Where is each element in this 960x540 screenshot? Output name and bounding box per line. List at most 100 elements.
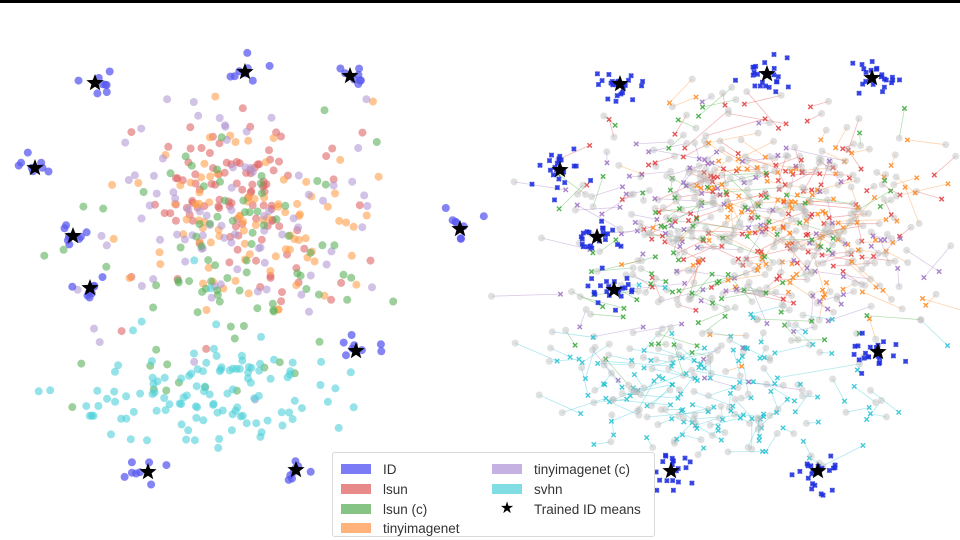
- data-point: [257, 428, 266, 437]
- data-point: [247, 240, 256, 248]
- data-point: [223, 274, 232, 282]
- data-point: [320, 106, 329, 115]
- data-point: [160, 373, 169, 382]
- legend-item-svhn: svhn: [492, 479, 563, 499]
- data-point: [337, 278, 346, 287]
- star-icon: [236, 63, 254, 80]
- id-point: [147, 480, 156, 489]
- data-point: [331, 189, 339, 198]
- data-point: [192, 382, 201, 391]
- data-point: [176, 243, 185, 252]
- data-point: [323, 397, 332, 406]
- data-point: [238, 411, 247, 420]
- data-point: [190, 357, 199, 366]
- star-icon: [869, 343, 887, 360]
- data-point: [102, 241, 111, 250]
- data-point: [216, 280, 225, 289]
- data-point: [202, 358, 211, 367]
- star-icon: [758, 65, 776, 82]
- data-point: [263, 416, 272, 425]
- star-icon: [588, 228, 606, 245]
- data-point: [46, 386, 55, 395]
- id-point: [306, 467, 315, 476]
- data-point: [79, 202, 88, 211]
- data-point: [180, 235, 189, 244]
- data-point: [207, 293, 216, 302]
- legend-item-id: ID: [341, 459, 397, 479]
- data-point: [206, 284, 215, 293]
- data-point: [97, 231, 106, 240]
- legend-swatch-lsun: [341, 484, 371, 494]
- data-point: [285, 408, 294, 417]
- data-point: [372, 138, 381, 146]
- data-point: [195, 188, 204, 197]
- data-point: [220, 168, 229, 177]
- id-point: [37, 158, 46, 167]
- data-point: [156, 235, 164, 244]
- data-point: [259, 221, 268, 230]
- data-point: [272, 215, 281, 224]
- id-point: [248, 76, 257, 85]
- data-point: [103, 394, 112, 403]
- data-point: [225, 258, 234, 267]
- data-point: [302, 177, 311, 186]
- data-point: [149, 303, 158, 312]
- data-point: [145, 201, 154, 210]
- data-point: [336, 155, 345, 164]
- data-point: [248, 180, 257, 189]
- data-point: [82, 402, 91, 411]
- data-point: [190, 436, 199, 445]
- data-point: [207, 277, 216, 286]
- data-point: [227, 426, 236, 435]
- id-point: [356, 76, 364, 85]
- data-point: [213, 286, 222, 295]
- data-point: [161, 406, 170, 415]
- data-point: [296, 271, 305, 280]
- data-point: [242, 127, 251, 136]
- data-point: [246, 378, 255, 387]
- data-point: [93, 386, 102, 395]
- id-point: [74, 76, 83, 85]
- data-point: [111, 397, 120, 406]
- data-point: [114, 361, 123, 370]
- data-point: [239, 322, 248, 330]
- data-point: [334, 423, 343, 432]
- data-point: [209, 399, 218, 408]
- legend-label: svhn: [534, 481, 563, 497]
- id-point: [456, 234, 465, 243]
- data-point: [269, 166, 278, 175]
- data-point: [241, 208, 249, 217]
- data-point: [266, 273, 275, 282]
- data-point: [283, 373, 292, 382]
- id-point: [377, 347, 386, 356]
- data-point: [166, 169, 175, 178]
- data-point: [228, 385, 237, 394]
- data-point: [327, 295, 336, 304]
- data-point: [245, 250, 254, 259]
- data-point: [198, 231, 207, 240]
- legend-label: Trained ID means: [534, 501, 641, 517]
- data-point: [231, 406, 240, 415]
- data-point: [358, 128, 367, 137]
- data-point: [121, 138, 130, 147]
- data-point: [257, 189, 266, 198]
- data-point: [256, 243, 265, 252]
- data-point: [195, 207, 204, 216]
- data-point: [231, 276, 240, 285]
- data-point: [240, 239, 249, 248]
- data-point: [173, 174, 182, 183]
- data-point: [227, 206, 236, 215]
- data-point: [270, 355, 278, 364]
- data-point: [202, 344, 211, 353]
- data-point: [182, 391, 191, 400]
- data-point: [182, 435, 191, 444]
- id-point: [68, 282, 77, 291]
- star-icon: [809, 462, 827, 479]
- star-icon: [605, 281, 623, 298]
- data-point: [221, 121, 229, 130]
- data-point: [267, 113, 276, 122]
- data-point: [185, 277, 194, 286]
- data-point: [190, 349, 198, 358]
- data-point: [220, 196, 229, 205]
- data-point: [250, 194, 259, 203]
